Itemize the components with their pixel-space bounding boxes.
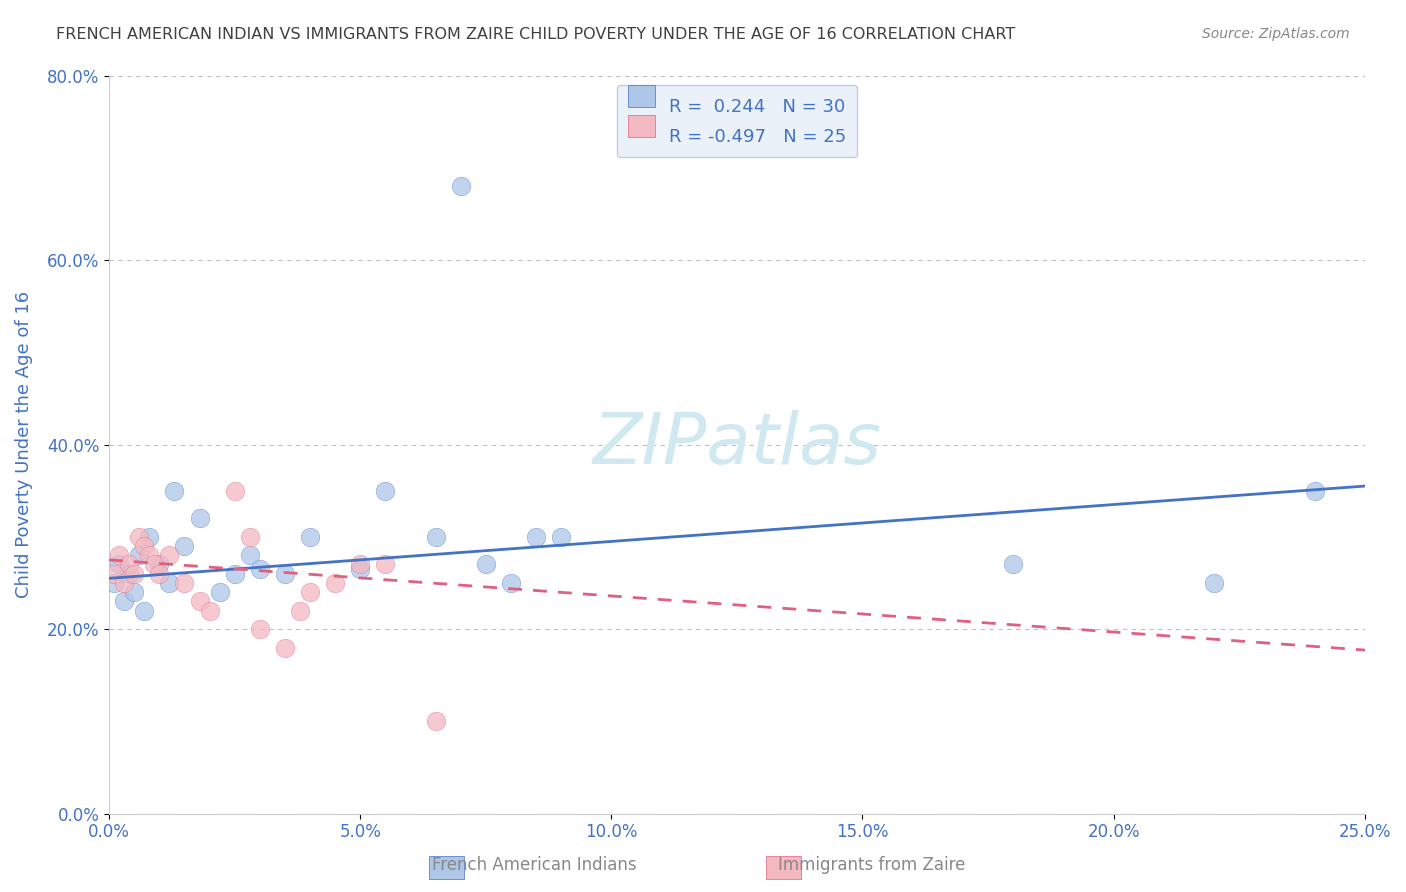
Point xyxy=(163,483,186,498)
Point xyxy=(122,585,145,599)
Point xyxy=(450,179,472,194)
Point xyxy=(108,549,131,563)
Text: Immigrants from Zaire: Immigrants from Zaire xyxy=(778,856,966,874)
Point xyxy=(524,530,547,544)
Point xyxy=(1202,576,1225,591)
Point xyxy=(425,530,447,544)
Point xyxy=(274,566,297,581)
Point xyxy=(134,539,156,553)
Point xyxy=(298,530,321,544)
Point xyxy=(118,566,141,581)
Point xyxy=(349,558,371,572)
Text: ZIPatlas: ZIPatlas xyxy=(592,410,882,479)
Point xyxy=(122,566,145,581)
Point xyxy=(103,566,125,581)
Point xyxy=(198,604,221,618)
Point xyxy=(173,539,195,553)
Point xyxy=(188,594,211,608)
Point xyxy=(298,585,321,599)
Point xyxy=(148,558,170,572)
Point xyxy=(103,576,125,591)
Point xyxy=(173,576,195,591)
Point xyxy=(239,530,262,544)
Point xyxy=(374,558,396,572)
Text: French American Indians: French American Indians xyxy=(432,856,637,874)
Point xyxy=(138,530,160,544)
Point xyxy=(288,604,311,618)
Point xyxy=(249,562,271,576)
Point xyxy=(374,483,396,498)
Point xyxy=(128,549,150,563)
Point xyxy=(224,566,246,581)
Point xyxy=(157,576,180,591)
Point xyxy=(157,549,180,563)
Point xyxy=(239,549,262,563)
Point xyxy=(128,530,150,544)
Point xyxy=(108,558,131,572)
Point xyxy=(550,530,572,544)
Point xyxy=(323,576,346,591)
Point xyxy=(475,558,498,572)
Point xyxy=(224,483,246,498)
Point xyxy=(499,576,522,591)
Point xyxy=(188,511,211,525)
Text: Source: ZipAtlas.com: Source: ZipAtlas.com xyxy=(1202,27,1350,41)
Point xyxy=(249,622,271,636)
Point xyxy=(148,566,170,581)
Point xyxy=(274,640,297,655)
Point xyxy=(208,585,231,599)
Legend: R =  0.244   N = 30, R = -0.497   N = 25: R = 0.244 N = 30, R = -0.497 N = 25 xyxy=(617,85,858,158)
Point xyxy=(138,549,160,563)
Point xyxy=(1002,558,1025,572)
Point xyxy=(1303,483,1326,498)
Point xyxy=(134,604,156,618)
Y-axis label: Child Poverty Under the Age of 16: Child Poverty Under the Age of 16 xyxy=(15,291,32,599)
Point xyxy=(112,594,135,608)
Point xyxy=(112,576,135,591)
Point xyxy=(349,562,371,576)
Point xyxy=(143,558,166,572)
Point xyxy=(425,714,447,729)
Text: FRENCH AMERICAN INDIAN VS IMMIGRANTS FROM ZAIRE CHILD POVERTY UNDER THE AGE OF 1: FRENCH AMERICAN INDIAN VS IMMIGRANTS FRO… xyxy=(56,27,1015,42)
Point xyxy=(118,558,141,572)
